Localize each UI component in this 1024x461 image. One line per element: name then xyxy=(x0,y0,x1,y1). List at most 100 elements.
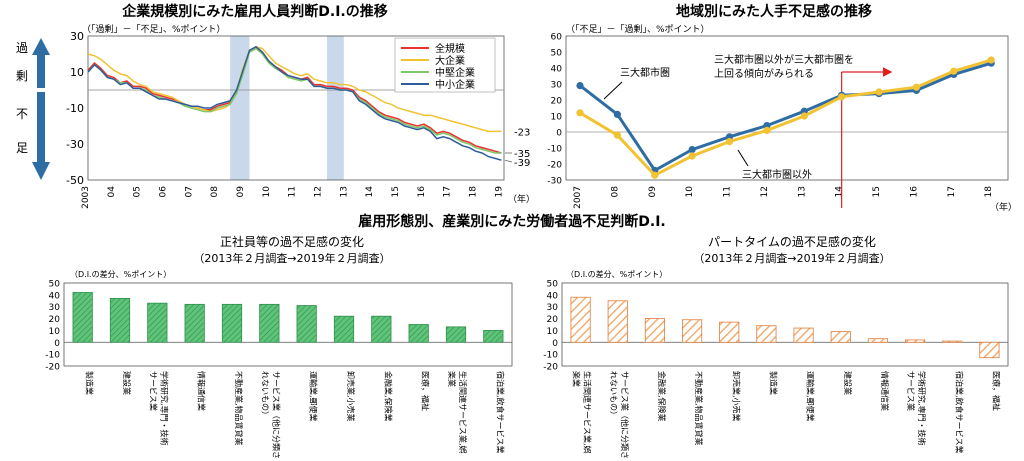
category-label: れないもの） xyxy=(260,371,269,419)
y-tick-label: 50 xyxy=(547,280,559,290)
end-value-label: -35 xyxy=(514,149,530,160)
plot-frame xyxy=(87,35,505,181)
annotation-text: 三大都市圏以外が三大都市圏を xyxy=(714,53,854,66)
category-label: サービス業（他に分類さ xyxy=(620,371,630,459)
category-label: れないもの） xyxy=(609,371,618,419)
bar xyxy=(147,302,168,343)
label-pointer xyxy=(737,149,749,167)
category-label: 運輸業,郵便業 xyxy=(309,371,319,422)
label-pointer xyxy=(603,81,623,100)
y-tick-label: 40 xyxy=(49,291,61,301)
legend-label: 中小企業 xyxy=(435,78,475,91)
y-tick-label: 30 xyxy=(70,30,84,43)
bar xyxy=(259,303,280,343)
x-tick-label: 18 xyxy=(984,186,994,198)
y-tick-label: 60 xyxy=(551,33,563,43)
chart-subtitle: （「過剰」－「不足」、%ポイント） xyxy=(82,23,226,35)
arrow-shaft xyxy=(37,54,45,88)
bar xyxy=(979,341,1000,359)
plot-frame xyxy=(561,282,1009,367)
y-tick-label: 0 xyxy=(556,129,562,139)
bar xyxy=(682,319,703,343)
y-tick-label: 20 xyxy=(547,315,559,325)
category-label: 医療，福祉 xyxy=(991,371,1001,411)
category-label: 製造業 xyxy=(768,371,778,395)
x-axis-label: （年） xyxy=(508,193,535,205)
data-point xyxy=(838,93,846,101)
x-tick-label: 17 xyxy=(443,186,453,197)
category-label: 情報通信業 xyxy=(880,371,890,411)
y-tick-label: 30 xyxy=(551,81,563,91)
chart-title: パートタイムの過不足感の変化 xyxy=(708,234,876,249)
y-tick-label: 50 xyxy=(49,280,61,290)
chart-title: 正社員等の過不足感の変化 xyxy=(220,234,364,249)
side-label: 足 xyxy=(16,141,28,155)
y-tick-label: -10 xyxy=(547,145,562,155)
x-tick-label: 05 xyxy=(133,186,143,197)
x-tick-label: 13 xyxy=(797,186,807,197)
x-tick-label: 17 xyxy=(947,186,957,197)
side-label: 過 xyxy=(16,41,28,55)
x-tick-label: 14 xyxy=(365,186,375,198)
data-point xyxy=(987,56,995,64)
series-line xyxy=(579,61,992,173)
legend-label: 中堅企業 xyxy=(435,66,475,79)
x-tick-label: 10 xyxy=(262,186,272,198)
data-point xyxy=(576,109,584,117)
bar xyxy=(644,318,665,343)
y-tick-label: -30 xyxy=(66,138,84,151)
y-tick-label: -20 xyxy=(547,161,562,171)
side-label: 剰 xyxy=(16,69,28,83)
y-tick-label: 10 xyxy=(547,327,559,337)
data-point xyxy=(912,83,921,91)
category-label: 卸売業,小売業 xyxy=(346,371,356,422)
x-tick-label: 16 xyxy=(417,186,427,198)
category-label: 生活関連サービス業,娯 xyxy=(583,371,593,454)
x-tick-label: 10 xyxy=(685,186,695,198)
y-tick-label: 50 xyxy=(551,49,563,59)
data-point xyxy=(950,67,958,75)
series-line xyxy=(579,58,992,178)
y-tick-label: -20 xyxy=(45,363,60,373)
y-tick-label: 0 xyxy=(552,339,558,349)
x-tick-label: 19 xyxy=(494,186,504,198)
recession-band xyxy=(230,36,250,180)
x-tick-label: 15 xyxy=(391,186,401,197)
category-label: 楽業 xyxy=(447,371,457,387)
x-tick-label: 14 xyxy=(835,186,845,198)
x-tick-label: 2003 xyxy=(81,186,91,209)
end-value-label: -23 xyxy=(514,127,530,138)
bar xyxy=(408,324,429,343)
data-point xyxy=(688,146,696,154)
bar xyxy=(867,338,888,343)
category-label: 学術研究,専門・技術 xyxy=(159,371,169,446)
bar xyxy=(109,298,131,343)
category-label: 楽業 xyxy=(572,371,582,387)
arrow-down-icon xyxy=(32,162,50,180)
data-point xyxy=(875,88,883,96)
leader-line xyxy=(504,159,513,163)
x-tick-label: 04 xyxy=(107,186,117,198)
chart-title: 企業規模別にみた雇用人員判断D.I.の推移 xyxy=(121,3,387,20)
data-point xyxy=(800,112,808,120)
bar xyxy=(296,305,317,343)
data-point xyxy=(651,171,659,179)
category-label: サービス業 xyxy=(148,371,158,411)
plot-frame xyxy=(63,282,513,367)
legend-label: 全規模 xyxy=(435,42,465,55)
chart-subtitle: （「不足」－「過剰」、%ポイント） xyxy=(566,23,710,35)
annotation-text: 上回る傾向がみられる xyxy=(714,67,814,80)
y-tick-label: -30 xyxy=(547,177,562,187)
y-axis-label: （D.I.の差分、%ポイント） xyxy=(70,269,171,279)
y-tick-label: -10 xyxy=(543,351,558,361)
chart-region: 地域別にみた人手不足感の推移 （「不足」－「過剰」、%ポイント） 60 50 40 3… xyxy=(547,3,1017,213)
x-tick-label: 13 xyxy=(339,186,349,197)
y-tick-label: -50 xyxy=(66,174,84,187)
data-point xyxy=(613,110,621,118)
legend-label: 大企業 xyxy=(435,54,465,67)
bar xyxy=(570,296,591,343)
y-tick-label: 40 xyxy=(547,291,559,301)
